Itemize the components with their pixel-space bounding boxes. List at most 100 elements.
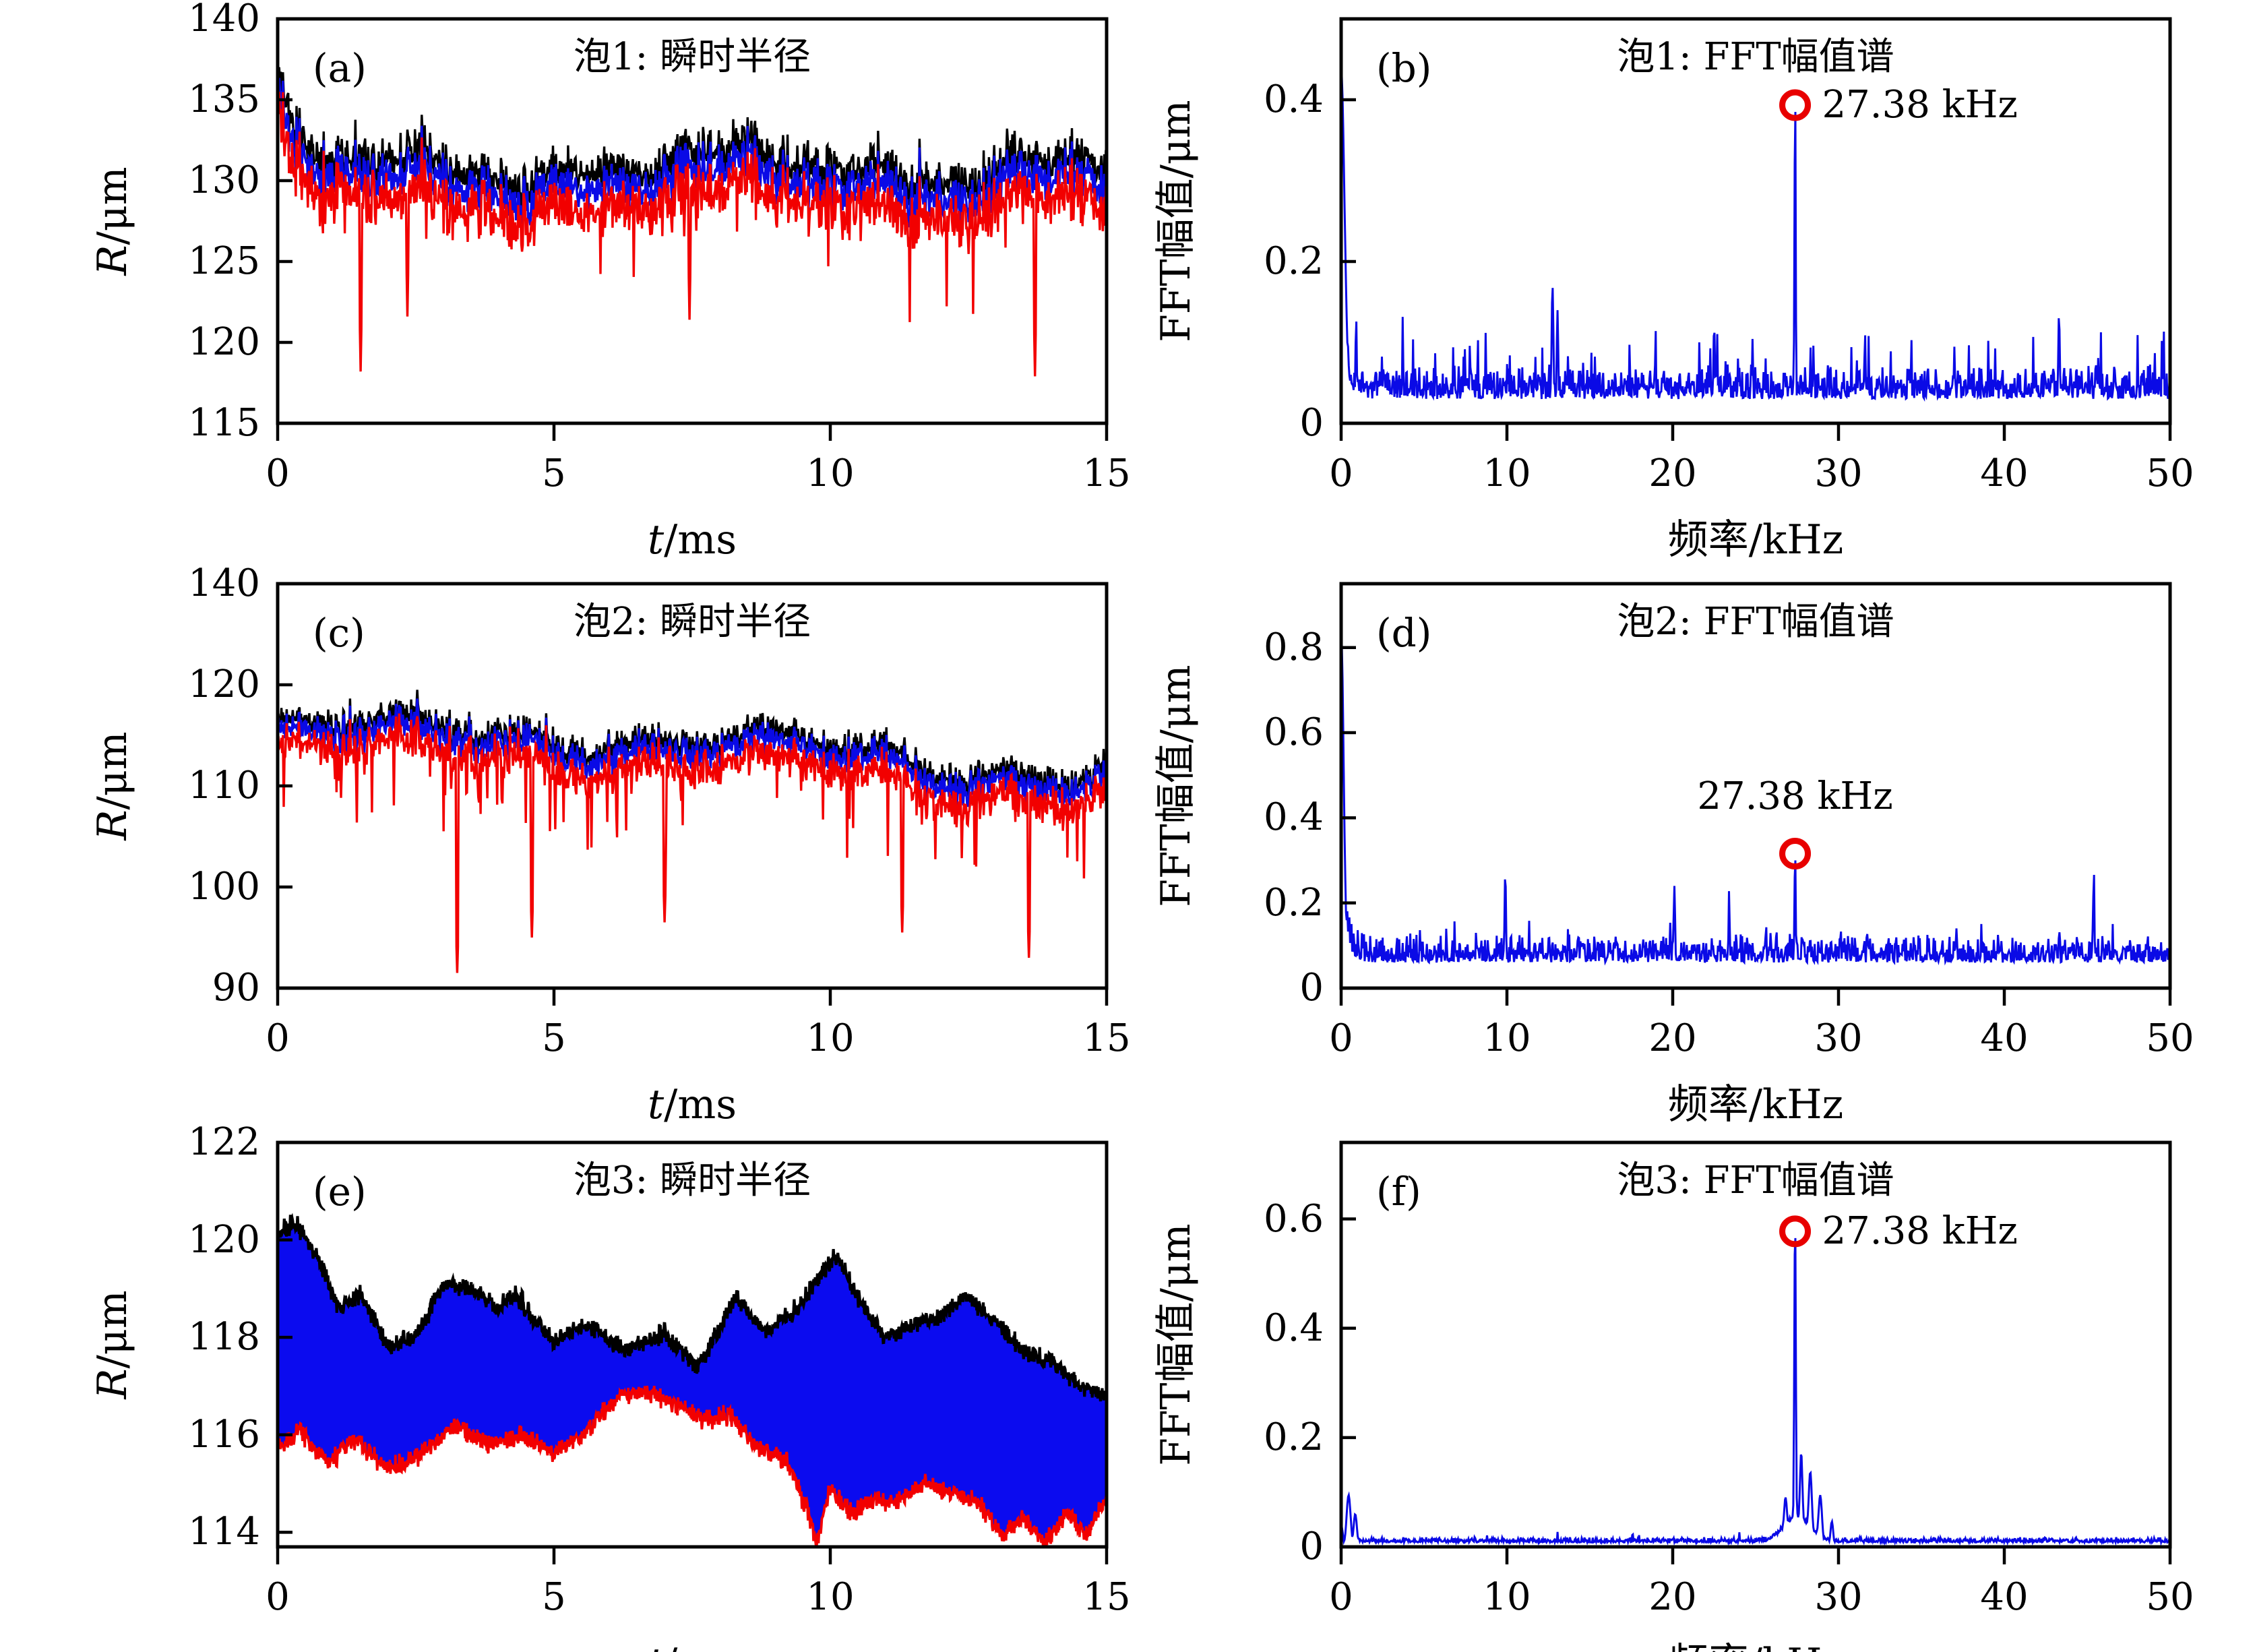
y-tick-label: 100: [188, 865, 260, 909]
y-tick-label: 90: [212, 966, 260, 1010]
x-axis-unit: 频率/kHz: [1668, 1640, 1844, 1652]
panel-title: 泡2: 瞬时半径: [573, 600, 811, 644]
x-tick-label: 50: [2146, 1016, 2194, 1060]
x-tick-label: 30: [1814, 452, 1863, 495]
panel-title: 泡1: 瞬时半径: [573, 35, 811, 79]
y-tick-label: 0.4: [1263, 78, 1324, 121]
x-axis-label: 频率/kHz: [1341, 1640, 2170, 1652]
x-axis-label: 频率/kHz: [1341, 516, 2170, 563]
y-tick-label: 116: [188, 1412, 260, 1457]
x-tick-label: 20: [1648, 1575, 1697, 1619]
peak-frequency-annotation: 27.38 kHz: [1822, 83, 2018, 127]
y-tick-label: 135: [188, 78, 260, 121]
y-tick-label: 130: [188, 158, 260, 202]
y-tick-label: 0: [1299, 401, 1324, 445]
x-tick-label: 0: [266, 1575, 290, 1619]
x-tick-label: 20: [1648, 1016, 1697, 1060]
peak-frequency-annotation: 27.38 kHz: [1822, 1209, 2018, 1253]
x-axis-label: t/ms: [278, 1081, 1107, 1128]
y-tick-label: 120: [188, 1217, 260, 1262]
bubble2-radius-plot: [276, 582, 1109, 1006]
x-tick-label: 15: [1082, 452, 1131, 495]
y-tick-label: 0.2: [1263, 880, 1324, 925]
x-tick-label: 10: [1483, 1575, 1531, 1619]
panel-title: 泡3: 瞬时半径: [573, 1159, 811, 1202]
x-tick-label: 10: [806, 1016, 855, 1060]
peak-frequency-annotation: 27.38 kHz: [1697, 774, 1893, 818]
y-tick-label: 0: [1299, 1525, 1324, 1568]
x-tick-label: 15: [1082, 1575, 1131, 1619]
x-axis-unit: /ms: [664, 516, 737, 563]
panel-letter: (e): [313, 1169, 367, 1215]
y-tick-label: 110: [188, 764, 260, 807]
bubble2-fft-plot: [1339, 582, 2172, 1006]
y-tick-label: 0.8: [1263, 625, 1324, 669]
x-axis-unit: 频率/kHz: [1667, 1081, 1844, 1128]
x-axis-variable: t: [647, 516, 665, 563]
y-axis-label: FFT幅值/μm: [1152, 1142, 1200, 1547]
bubble1-fft-plot: [1339, 17, 2172, 441]
y-tick-label: 0: [1299, 966, 1324, 1010]
series-blue-line: [278, 75, 1107, 228]
lower-envelope-line: [278, 1385, 1107, 1547]
x-tick-label: 40: [1980, 1575, 2029, 1619]
x-axis-variable: t: [648, 1640, 664, 1652]
x-tick-label: 50: [2146, 1575, 2194, 1619]
x-tick-label: 30: [1814, 1016, 1863, 1060]
y-tick-label: 0.6: [1263, 710, 1324, 755]
y-tick-label: 140: [188, 0, 260, 40]
panel-letter: (b): [1376, 45, 1432, 91]
x-tick-label: 0: [1329, 452, 1353, 495]
x-tick-label: 5: [542, 452, 566, 495]
y-tick-label: 118: [188, 1315, 260, 1359]
x-axis-unit: 频率/kHz: [1667, 516, 1844, 563]
x-tick-label: 10: [1483, 452, 1531, 495]
y-tick-label: 0.2: [1263, 1415, 1324, 1459]
panel-title: 泡3: FFT幅值谱: [1617, 1159, 1894, 1202]
panel-letter: (a): [313, 45, 367, 91]
x-axis-unit: /ms: [664, 1081, 737, 1128]
panel-title: 泡1: FFT幅值谱: [1617, 35, 1894, 79]
panel-title: 泡2: FFT幅值谱: [1617, 600, 1894, 644]
axis-box: [1339, 17, 2172, 425]
y-tick-label: 0.2: [1263, 239, 1324, 283]
fft-spectrum-line: [1341, 67, 2170, 402]
panel-letter: (f): [1376, 1169, 1421, 1215]
y-tick-label: 122: [188, 1120, 260, 1164]
x-tick-label: 10: [806, 452, 855, 495]
y-axis-unit: FFT幅值/μm: [1152, 1223, 1200, 1466]
fft-spectrum-line: [1341, 630, 2170, 966]
x-tick-label: 5: [542, 1575, 566, 1619]
x-tick-label: 0: [1329, 1575, 1353, 1619]
x-tick-label: 5: [542, 1016, 566, 1060]
x-tick-label: 40: [1980, 1016, 2029, 1060]
y-tick-label: 120: [188, 663, 260, 706]
y-tick-label: 120: [188, 320, 260, 364]
y-tick-label: 0.4: [1263, 1306, 1324, 1350]
y-tick-label: 125: [188, 239, 260, 283]
x-axis-label: t/ms: [278, 516, 1107, 563]
axis-box: [1339, 1140, 2172, 1549]
x-tick-label: 0: [266, 452, 290, 495]
x-axis-label: 频率/kHz: [1341, 1081, 2170, 1128]
bubble3-fft-plot: [1339, 1140, 2172, 1564]
x-tick-label: 20: [1648, 452, 1697, 495]
y-tick-label: 0.4: [1263, 795, 1324, 840]
x-tick-label: 50: [2146, 452, 2194, 495]
x-axis-label: t/ms: [278, 1640, 1107, 1652]
bubble3-radius-plot: [276, 1140, 1109, 1564]
upper-envelope-line: [278, 1213, 1107, 1402]
bubble1-radius-plot: [276, 17, 1109, 441]
peak-marker-circle: [1779, 89, 1812, 121]
x-tick-label: 0: [266, 1016, 290, 1060]
x-tick-label: 30: [1814, 1575, 1863, 1619]
y-tick-label: 0.6: [1263, 1196, 1324, 1241]
x-tick-label: 15: [1082, 1016, 1131, 1060]
y-tick-label: 115: [188, 401, 260, 445]
y-tick-label: 140: [188, 561, 260, 605]
